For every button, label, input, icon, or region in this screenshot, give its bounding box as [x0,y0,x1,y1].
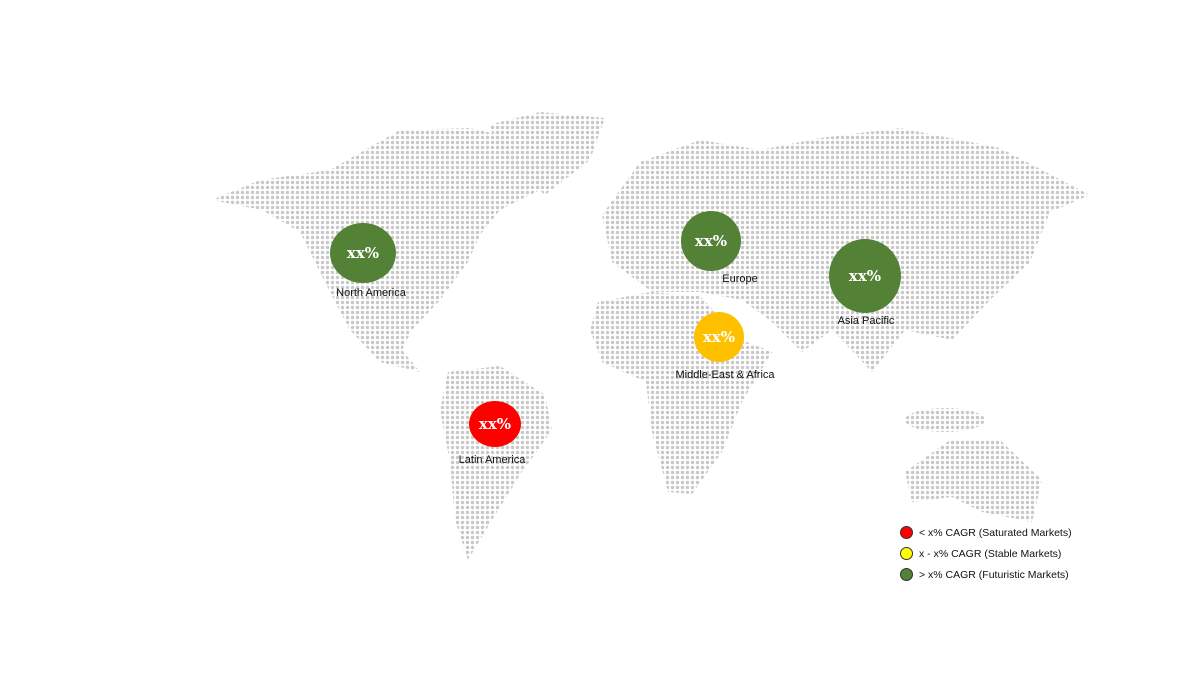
region-north-america: xx% North America [330,223,407,299]
red-dot-icon [900,526,913,539]
region-europe: xx% Europe [681,211,758,285]
region-bubble [694,312,744,362]
legend-label: x - x% CAGR (Stable Markets) [919,547,1062,560]
legend-label: < x% CAGR (Saturated Markets) [919,526,1072,539]
uk-landmass [612,194,632,226]
legend: < x% CAGR (Saturated Markets) x - x% CAG… [900,522,1072,585]
greenland-landmass [488,112,605,195]
africa-landmass [590,292,772,494]
region-bubble [681,211,741,271]
region-bubble [330,223,396,283]
yellow-dot-icon [900,547,913,560]
legend-item-saturated: < x% CAGR (Saturated Markets) [900,522,1072,543]
region-asia-pacific: xx% Asia Pacific [829,239,901,327]
region-latin-america: xx% Latin America [459,401,527,466]
region-label: Middle-East & Africa [675,369,775,381]
south-america-landmass [440,366,552,560]
region-bubble [829,239,901,313]
region-value: xx% [703,328,735,346]
region-value: xx% [347,244,379,262]
japan-landmass [1000,230,1020,280]
legend-label: > x% CAGR (Futuristic Markets) [919,568,1069,581]
region-label: Europe [722,273,757,285]
indonesia-landmass [905,408,985,432]
continents [212,112,1090,560]
region-bubbles: xx% North America xx% Europe xx% Asia Pacific… [330,211,901,466]
legend-item-futuristic: > x% CAGR (Futuristic Markets) [900,564,1072,585]
region-bubble [469,401,521,447]
australia-landmass [905,440,1042,522]
region-value: xx% [479,415,511,433]
region-value: xx% [695,232,727,250]
region-value: xx% [849,267,881,285]
region-label: Latin America [459,454,527,466]
green-dot-icon [900,568,913,581]
region-middle-east-africa: xx% Middle-East & Africa [675,312,775,381]
region-label: North America [336,287,407,299]
legend-item-stable: x - x% CAGR (Stable Markets) [900,543,1072,564]
region-label: Asia Pacific [838,315,895,327]
